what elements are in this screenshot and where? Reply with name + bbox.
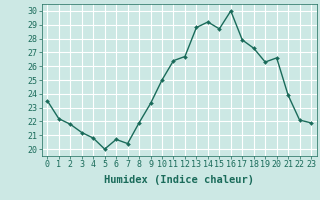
X-axis label: Humidex (Indice chaleur): Humidex (Indice chaleur) — [104, 175, 254, 185]
